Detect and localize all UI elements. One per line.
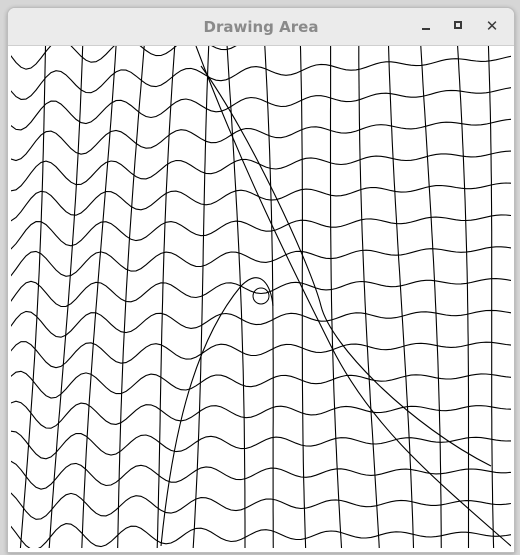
maximize-button[interactable] bbox=[449, 16, 469, 36]
vertical-line bbox=[387, 46, 415, 548]
wave-line bbox=[11, 55, 511, 100]
wave-line bbox=[11, 87, 511, 131]
window-title: Drawing Area bbox=[203, 18, 319, 36]
small-loop-circle bbox=[252, 287, 270, 305]
app-window: Drawing Area ✕ bbox=[7, 7, 515, 553]
wave-line bbox=[11, 182, 511, 222]
vertical-line bbox=[81, 46, 117, 548]
wave-line bbox=[11, 460, 511, 490]
close-button[interactable]: ✕ bbox=[482, 16, 502, 36]
vertical-lines bbox=[19, 46, 495, 548]
diagonal-lines bbox=[160, 46, 511, 547]
wave-line bbox=[11, 246, 511, 277]
close-icon: ✕ bbox=[485, 17, 499, 35]
vertical-line bbox=[117, 46, 145, 548]
drawing-area[interactable] bbox=[11, 46, 511, 548]
vertical-line bbox=[299, 46, 307, 548]
wave-line bbox=[11, 400, 511, 429]
vertical-line bbox=[358, 46, 380, 548]
minimize-icon bbox=[422, 28, 430, 30]
wave-line bbox=[11, 341, 511, 369]
wave-line bbox=[11, 430, 511, 460]
wave-line bbox=[11, 370, 511, 399]
wave-line bbox=[11, 278, 511, 308]
drawing-canvas[interactable] bbox=[11, 46, 511, 548]
vertical-line bbox=[457, 46, 470, 548]
wave-line bbox=[11, 150, 511, 192]
minimize-button[interactable] bbox=[416, 16, 436, 36]
vertical-line bbox=[264, 46, 274, 548]
wave-line bbox=[11, 118, 511, 162]
vertical-line bbox=[48, 46, 84, 548]
wave-line bbox=[11, 214, 511, 250]
diagonal-line bbox=[160, 277, 274, 547]
vertical-line bbox=[192, 46, 210, 548]
vertical-line bbox=[156, 46, 176, 548]
wave-line bbox=[11, 492, 511, 520]
wave-line bbox=[11, 46, 237, 70]
horizontal-wave-lines bbox=[11, 46, 511, 548]
vertical-line bbox=[19, 46, 47, 548]
vertical-line bbox=[487, 46, 495, 548]
wave-line bbox=[11, 309, 511, 338]
vertical-line bbox=[329, 46, 343, 548]
vertical-line bbox=[420, 46, 442, 548]
vertical-line bbox=[226, 46, 246, 548]
diagonal-line bbox=[200, 65, 492, 467]
titlebar[interactable]: Drawing Area ✕ bbox=[8, 8, 514, 46]
diagonal-line bbox=[195, 46, 511, 547]
maximize-icon bbox=[454, 21, 462, 29]
wave-line bbox=[11, 523, 511, 548]
